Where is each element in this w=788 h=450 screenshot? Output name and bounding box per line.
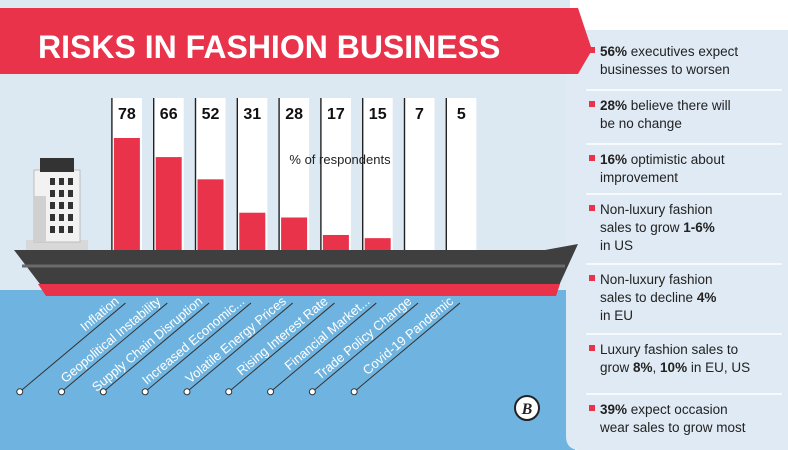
- bar: [113, 138, 140, 262]
- ship-window: [68, 202, 73, 209]
- fact-bullet: [589, 345, 595, 351]
- ship-window: [59, 214, 64, 221]
- column-guide: [404, 98, 435, 262]
- ship-window: [68, 178, 73, 185]
- ship-bridge: [26, 158, 88, 250]
- unit-label: % of respondents: [289, 152, 391, 167]
- fact-text: 56% executives expect: [600, 44, 738, 59]
- ship-window: [50, 190, 55, 197]
- logo-letter: B: [521, 401, 533, 418]
- value-label: 17: [327, 106, 345, 123]
- ship-window: [50, 178, 55, 185]
- ship-window: [50, 202, 55, 209]
- fact-text: businesses to worsen: [600, 62, 730, 77]
- fact-bullet: [589, 275, 595, 281]
- fact-bullet: [589, 405, 595, 411]
- ship-window: [68, 214, 73, 221]
- logo-mark: B: [514, 395, 540, 421]
- fact-bullet: [589, 155, 595, 161]
- ship-window: [68, 190, 73, 197]
- column-guide: [320, 98, 351, 262]
- ship-window: [59, 178, 64, 185]
- ship-window: [59, 226, 64, 233]
- fact-text: sales to grow 1-6%: [600, 220, 715, 235]
- facts-list: 56% executives expect businesses to worse…: [586, 44, 782, 435]
- fact-bullet: [589, 205, 595, 211]
- value-label: 31: [243, 106, 261, 123]
- sea-background: [0, 290, 575, 450]
- fact-text: grow 8%, 10% in EU, US: [600, 360, 750, 375]
- bar: [197, 179, 224, 262]
- fact-text: be no change: [600, 116, 682, 131]
- value-label: 52: [202, 106, 220, 123]
- fact-text: 16% optimistic about: [600, 152, 725, 167]
- fact-text: Non-luxury fashion: [600, 202, 713, 217]
- ship-hull: [14, 244, 578, 296]
- value-label: 66: [160, 106, 178, 123]
- column-guide: [362, 98, 393, 262]
- value-label: 5: [457, 106, 466, 123]
- fact-bullet: [589, 47, 595, 53]
- value-label: 15: [369, 106, 387, 123]
- title-band: [0, 8, 592, 74]
- fact-text: in EU: [600, 308, 633, 323]
- fact-bullet: [589, 101, 595, 107]
- fact-text: 28% believe there will: [600, 98, 731, 113]
- value-label: 7: [415, 106, 424, 123]
- fact-text: 39% expect occasion: [600, 402, 728, 417]
- fact-text: Non-luxury fashion: [600, 272, 713, 287]
- fact-text: improvement: [600, 170, 678, 185]
- bar: [155, 157, 182, 262]
- fact-text: Luxury fashion sales to: [600, 342, 738, 357]
- ship-window: [59, 190, 64, 197]
- ship-window: [50, 214, 55, 221]
- value-label: 78: [118, 106, 136, 123]
- fact-text: in US: [600, 238, 633, 253]
- column-guide: [446, 98, 477, 262]
- ship-window: [50, 226, 55, 233]
- ship-window: [59, 202, 64, 209]
- fact-text: wear sales to grow most: [599, 420, 746, 435]
- value-labels: 78 66 52 31 28 17 15 7 5: [118, 106, 466, 123]
- ship-window: [68, 226, 73, 233]
- chart-title: RISKS IN FASHION BUSINESS: [38, 29, 500, 65]
- fact-text: sales to decline 4%: [600, 290, 716, 305]
- facts-panel: [566, 30, 788, 450]
- value-label: 28: [285, 106, 303, 123]
